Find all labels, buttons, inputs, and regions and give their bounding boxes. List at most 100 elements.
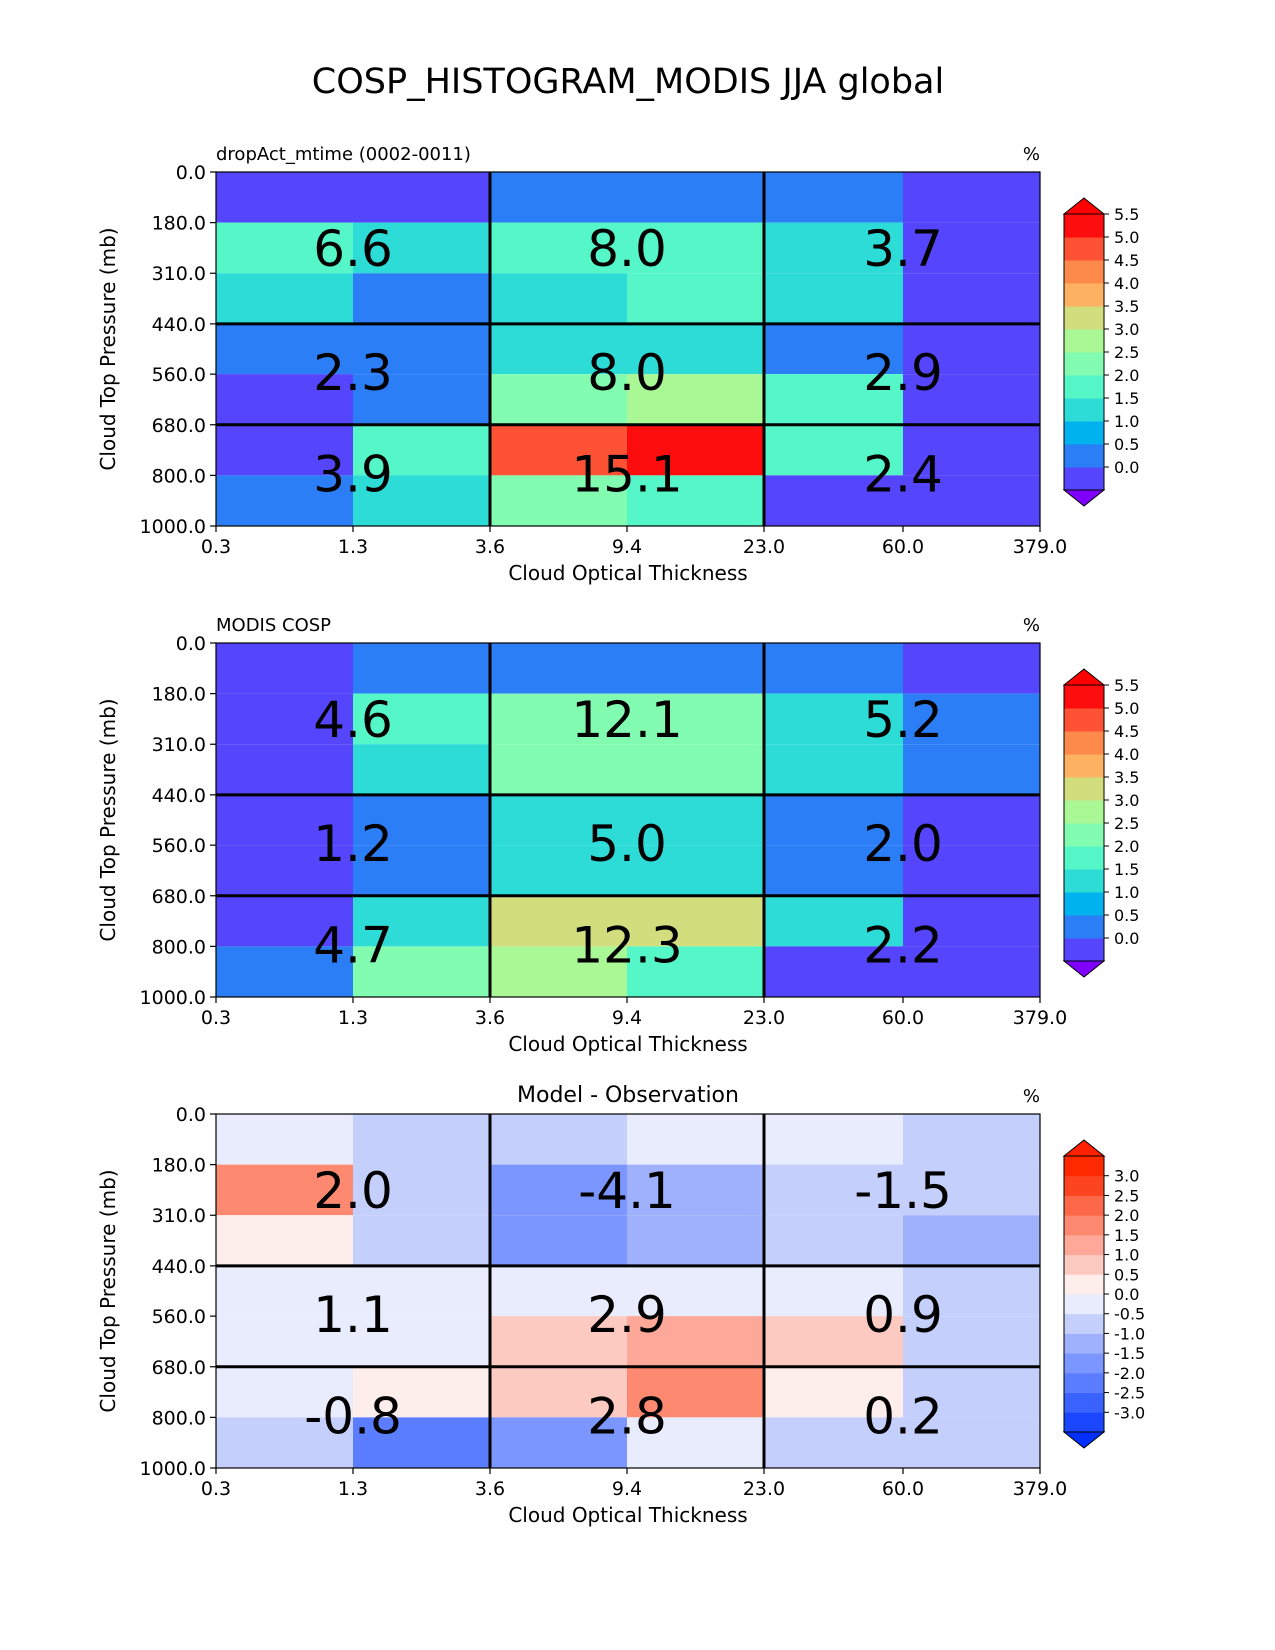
colorbar-tick-label: 2.5 [1114,814,1139,833]
heatmap-cell [764,744,903,795]
box-value-label: 12.3 [571,916,682,974]
colorbar-tick-label: 2.0 [1114,366,1139,385]
y-tick-label: 0.0 [176,1104,206,1126]
box-value-label: -1.5 [854,1162,952,1220]
colorbar-tick-label: 0.5 [1114,1265,1139,1284]
heatmap-cell [353,1316,490,1367]
heatmap-cell [353,323,490,375]
heatmap-cell [353,1366,490,1418]
heatmap-cell [353,643,490,694]
colorbar-segment [1064,915,1104,939]
heatmap-cell [353,1417,490,1468]
heatmap-cell [216,643,353,694]
heatmap-cell [353,1164,490,1216]
heatmap-cell [490,222,627,274]
box-value-label: -4.1 [578,1162,676,1220]
box-value-label: 2.8 [587,1387,667,1445]
y-tick-label: 180.0 [152,1155,206,1177]
box-value-label: 8.0 [587,220,667,278]
heatmap-cell [764,643,903,694]
colorbar-segment [1064,731,1104,755]
colorbar-tick-label: 2.0 [1114,1206,1139,1225]
heatmap-cell [627,222,764,274]
colorbar-tick-label: 3.5 [1114,768,1139,787]
heatmap-cell [490,1366,627,1418]
colorbar-tick-label: 1.0 [1114,883,1139,902]
heatmap-panel-2: 4.6 12.1 5.2 1.2 5.0 2.0 4.7 12.3 2.2 0.3 1.3 3.6 9.… [96,615,1139,1056]
colorbar-tick-label: 2.5 [1114,1186,1139,1205]
colorbar-tick-label: 0.5 [1114,435,1139,454]
heatmap-cell [764,693,903,745]
colorbar-segment [1064,1313,1104,1334]
heatmap-cell [764,222,903,274]
heatmap-cell [627,374,764,425]
heatmap-cell [216,1265,353,1317]
colorbar-tick-label: 1.5 [1114,860,1139,879]
heatmap-cell [216,222,353,274]
heatmap-cell [764,1164,903,1216]
y-tick-label: 1000.0 [140,987,206,1009]
heatmap-cell [216,1316,353,1367]
heatmap-cell [353,172,490,223]
heatmap-cell [353,744,490,795]
x-tick-label: 60.0 [882,536,924,558]
heatmap-cell [764,424,903,476]
heatmap-cell [903,222,1040,274]
box-value-label: 1.2 [313,815,393,873]
heatmap-cell [764,794,903,846]
heatmap-cell [353,794,490,846]
heatmap-cell [764,1215,903,1266]
colorbar-segment [1064,214,1104,238]
heatmap-cell [903,794,1040,846]
heatmap-cell [216,1366,353,1418]
y-tick-label: 310.0 [152,263,206,285]
y-axis-label: Cloud Top Pressure (mb) [96,1169,120,1412]
heatmap-cell [353,1114,490,1165]
y-tick-label: 560.0 [152,835,206,857]
colorbar-over-extension [1062,197,1106,215]
heatmap-cell [903,895,1040,947]
heatmap-cell [764,1265,903,1317]
heatmap-cell [490,172,627,223]
colorbar-segment [1064,892,1104,916]
heatmap-cell [216,693,353,745]
colorbar-segment [1064,777,1104,801]
colorbar-tick-label: 4.0 [1114,274,1139,293]
heatmap-cell [903,1265,1040,1317]
colorbar-tick-label: 1.5 [1114,389,1139,408]
plot-frame [215,1113,1041,1469]
x-tick-label: 23.0 [743,1478,785,1500]
colorbar-tick-label: 5.5 [1114,676,1139,695]
heatmap-cell [903,1164,1040,1216]
colorbar-segment [1064,1392,1104,1413]
colorbar-tick-label: -2.0 [1114,1364,1145,1383]
colorbar-tick-label: 5.0 [1114,699,1139,718]
heatmap-cell [490,1417,627,1468]
heatmap-cell [353,374,490,425]
heatmap-cell [490,693,627,745]
heatmap-cell [490,323,627,375]
units-label: % [1023,615,1040,636]
box-value-label: 5.0 [587,815,667,873]
box-value-label: 3.9 [313,445,393,503]
heatmap-cell [627,475,764,526]
y-tick-label: 310.0 [152,734,206,756]
heatmap-cell [764,374,903,425]
box-value-label: 4.7 [313,916,393,974]
heatmap-cell [627,744,764,795]
colorbar-tick-label: 3.0 [1114,1167,1139,1186]
heatmap-cell [490,643,627,694]
heatmap-cell [627,895,764,947]
colorbar-segment [1064,1412,1104,1433]
heatmap-panel-3: 2.0 -4.1 -1.5 1.1 2.9 0.9 -0.8 2.8 0.2 0.3 1.3 3.6 9… [96,1083,1145,1527]
heatmap-cell [903,1215,1040,1266]
heatmap-cell [216,323,353,375]
colorbar-segment [1064,1215,1104,1236]
heatmap-cell [764,946,903,997]
colorbar-segment [1064,1333,1104,1354]
heatmap-cell [627,1164,764,1216]
y-tick-label: 180.0 [152,684,206,706]
colorbar-tick-label: 5.5 [1114,205,1139,224]
x-tick-label: 1.3 [338,1478,368,1500]
colorbar-segment [1064,685,1104,709]
